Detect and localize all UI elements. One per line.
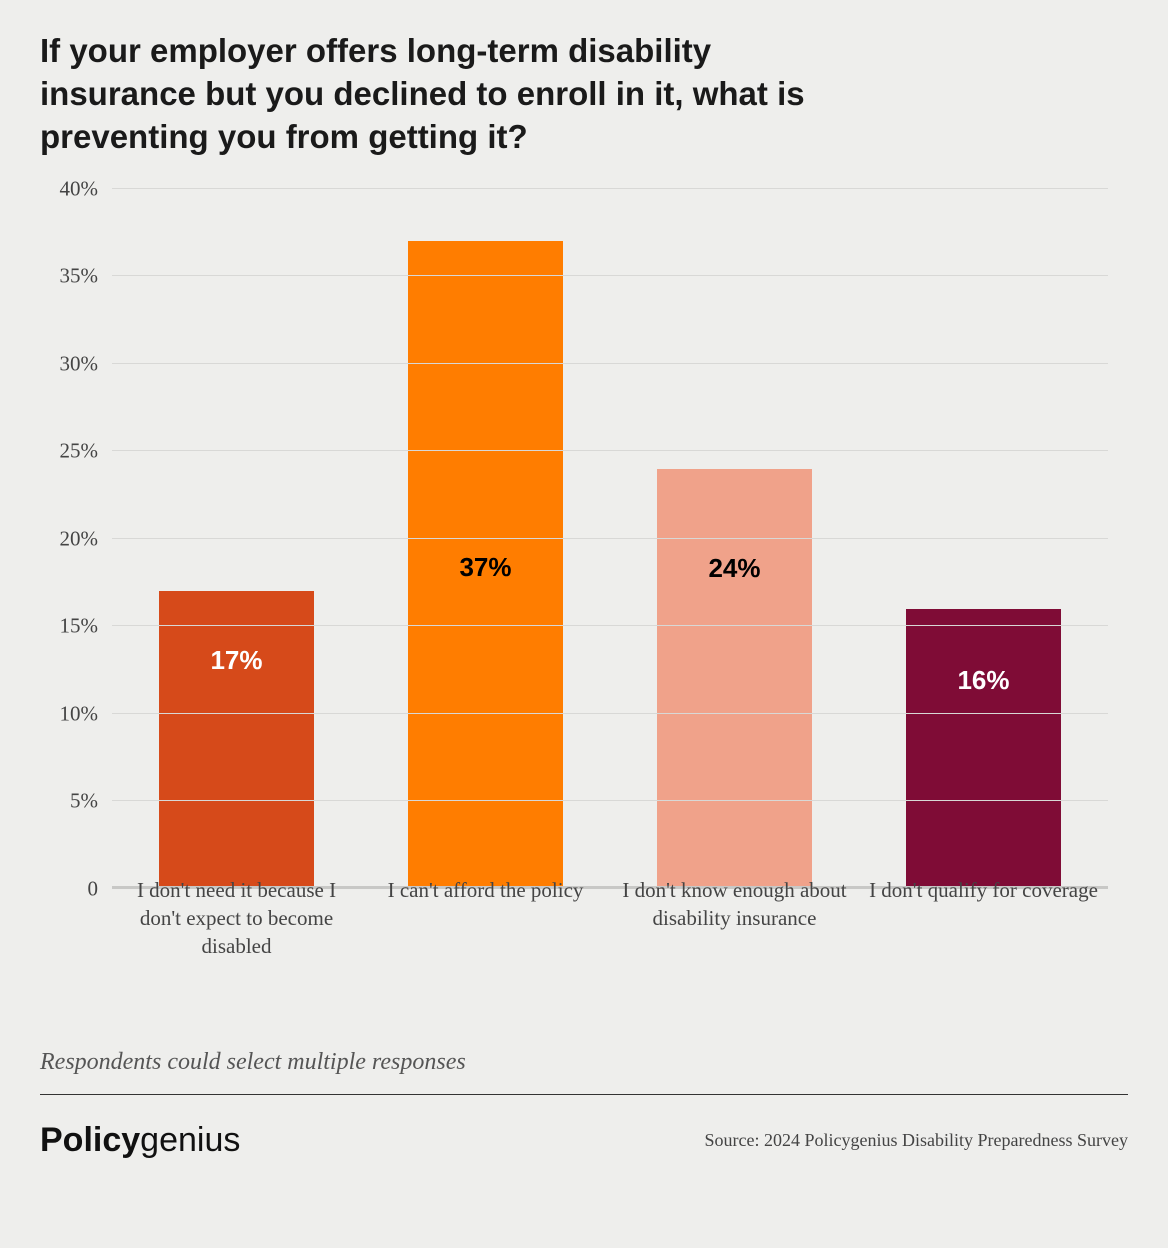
- y-tick-label: 40%: [60, 176, 113, 201]
- x-axis-labels: I don't need it because I don't expect t…: [112, 876, 1108, 961]
- footer: Policygenius Source: 2024 Policygenius D…: [40, 1121, 1128, 1160]
- y-tick-label: 35%: [60, 264, 113, 289]
- bar-value-label: 24%: [657, 553, 811, 584]
- bar: 16%: [906, 609, 1060, 889]
- y-tick-label: 25%: [60, 439, 113, 464]
- gridline: [112, 800, 1108, 801]
- y-tick-label: 5%: [70, 789, 112, 814]
- bar: 37%: [408, 241, 562, 889]
- footer-divider: [40, 1094, 1128, 1095]
- gridline: [112, 538, 1108, 539]
- y-tick-label: 0: [88, 876, 113, 901]
- gridline: [112, 713, 1108, 714]
- gridline: [112, 188, 1108, 189]
- bar-slot: 37%: [361, 189, 610, 889]
- bar-slot: 17%: [112, 189, 361, 889]
- bar: 24%: [657, 469, 811, 889]
- logo-bold: Policy: [40, 1121, 140, 1159]
- bar-slot: 24%: [610, 189, 859, 889]
- plot-region: 17%37%24%16% 05%10%15%20%25%30%35%40%: [112, 189, 1108, 889]
- logo-light: genius: [140, 1121, 240, 1159]
- gridline: [112, 275, 1108, 276]
- y-tick-label: 20%: [60, 526, 113, 551]
- chart-card: If your employer offers long-term disabi…: [0, 0, 1168, 1248]
- bar-value-label: 17%: [159, 645, 313, 676]
- bar-slot: 16%: [859, 189, 1108, 889]
- gridline: [112, 450, 1108, 451]
- gridline: [112, 625, 1108, 626]
- gridline: [112, 363, 1108, 364]
- y-tick-label: 30%: [60, 351, 113, 376]
- x-tick-label: I don't need it because I don't expect t…: [112, 876, 361, 961]
- x-tick-label: I can't afford the policy: [361, 876, 610, 961]
- brand-logo: Policygenius: [40, 1121, 240, 1160]
- source-text: Source: 2024 Policygenius Disability Pre…: [705, 1130, 1128, 1151]
- y-tick-label: 10%: [60, 701, 113, 726]
- y-tick-label: 15%: [60, 614, 113, 639]
- x-tick-label: I don't know enough about disability ins…: [610, 876, 859, 961]
- bar: 17%: [159, 591, 313, 889]
- chart-title: If your employer offers long-term disabi…: [40, 30, 840, 159]
- x-tick-label: I don't qualify for coverage: [859, 876, 1108, 961]
- chart-area: 17%37%24%16% 05%10%15%20%25%30%35%40% I …: [100, 189, 1108, 949]
- bars-container: 17% 37% 24% 16%: [112, 189, 1108, 889]
- bar-value-label: 37%: [408, 552, 562, 583]
- chart-note: Respondents could select multiple respon…: [40, 1049, 1128, 1076]
- bar-value-label: 16%: [906, 665, 1060, 696]
